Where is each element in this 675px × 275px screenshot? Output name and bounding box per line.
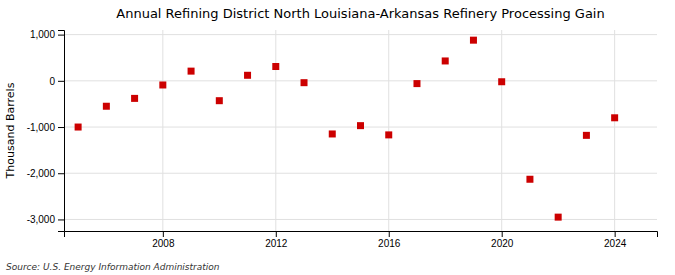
point: [526, 176, 533, 183]
point: [498, 78, 505, 85]
tick-label: 2012: [265, 238, 288, 249]
point: [413, 80, 420, 87]
tick-mark: [615, 231, 616, 237]
tick-mark: [163, 231, 164, 237]
point: [611, 114, 618, 121]
point: [329, 130, 336, 137]
tick: 2016: [378, 231, 401, 249]
point: [272, 63, 279, 70]
point: [357, 122, 364, 129]
point: [555, 214, 562, 221]
tick-label: 1,000: [30, 29, 55, 40]
source: Source: U.S. Energy Information Administ…: [6, 262, 220, 272]
tick-label: -2,000: [27, 168, 56, 179]
tick-mark: [58, 219, 64, 220]
x-grid-line: [275, 30, 276, 231]
point: [159, 81, 166, 88]
tick-label: 2008: [152, 238, 175, 249]
tick-label: 2016: [378, 238, 401, 249]
point: [131, 95, 138, 102]
x-grid-line: [614, 30, 615, 231]
point: [385, 131, 392, 138]
tick-mark: [276, 231, 277, 237]
axis-line: [58, 31, 65, 232]
point: [583, 132, 590, 139]
tick: 2024: [604, 231, 627, 249]
title: Annual Refining District North Louisiana…: [116, 6, 604, 21]
y-grid-line: [64, 80, 657, 81]
x-grid-line: [162, 30, 163, 231]
tick: -2,000: [27, 168, 64, 179]
point: [442, 57, 449, 64]
y-grid-line: [64, 219, 657, 220]
point: [301, 79, 308, 86]
tick-mark: [58, 127, 64, 128]
grid: [64, 30, 657, 231]
tick: 1,000: [30, 29, 64, 40]
tick-label: -3,000: [27, 214, 56, 225]
point: [244, 72, 251, 79]
x-grid-line: [501, 30, 502, 231]
y-axis-label: Thousand Barrels: [4, 82, 17, 179]
tick-mark: [502, 231, 503, 237]
point: [470, 37, 477, 44]
point: [75, 124, 82, 131]
tick-label: 0: [49, 76, 55, 87]
tick: 0: [49, 76, 64, 87]
tick-mark: [389, 231, 390, 237]
plot: 2008 2012 2016 2020 2024 1,000 0 -1,000 -2,000 -3…: [27, 29, 658, 249]
point: [103, 103, 110, 110]
tick: -3,000: [27, 214, 64, 225]
tick-mark: [58, 35, 64, 36]
points: [75, 37, 619, 221]
tick: 2008: [152, 231, 175, 249]
tick-mark: [58, 81, 64, 82]
tick: 2020: [491, 231, 514, 249]
x-axis: 2008 2012 2016 2020 2024: [65, 231, 658, 249]
tick-label: -1,000: [27, 122, 56, 133]
point: [188, 68, 195, 75]
x-grid-line: [388, 30, 389, 231]
chart: 2008 2012 2016 2020 2024 1,000 0 -1,000 -2,000 -3…: [0, 0, 675, 275]
tick-label: 2024: [604, 238, 627, 249]
tick-label: 2020: [491, 238, 514, 249]
y-axis: 1,000 0 -1,000 -2,000 -3,000: [27, 29, 65, 231]
tick: -1,000: [27, 122, 64, 133]
y-grid-line: [64, 34, 657, 35]
axis-line: [65, 232, 658, 238]
tick: 2012: [265, 231, 288, 249]
y-grid-line: [64, 173, 657, 174]
point: [216, 97, 223, 104]
tick-mark: [58, 173, 64, 174]
